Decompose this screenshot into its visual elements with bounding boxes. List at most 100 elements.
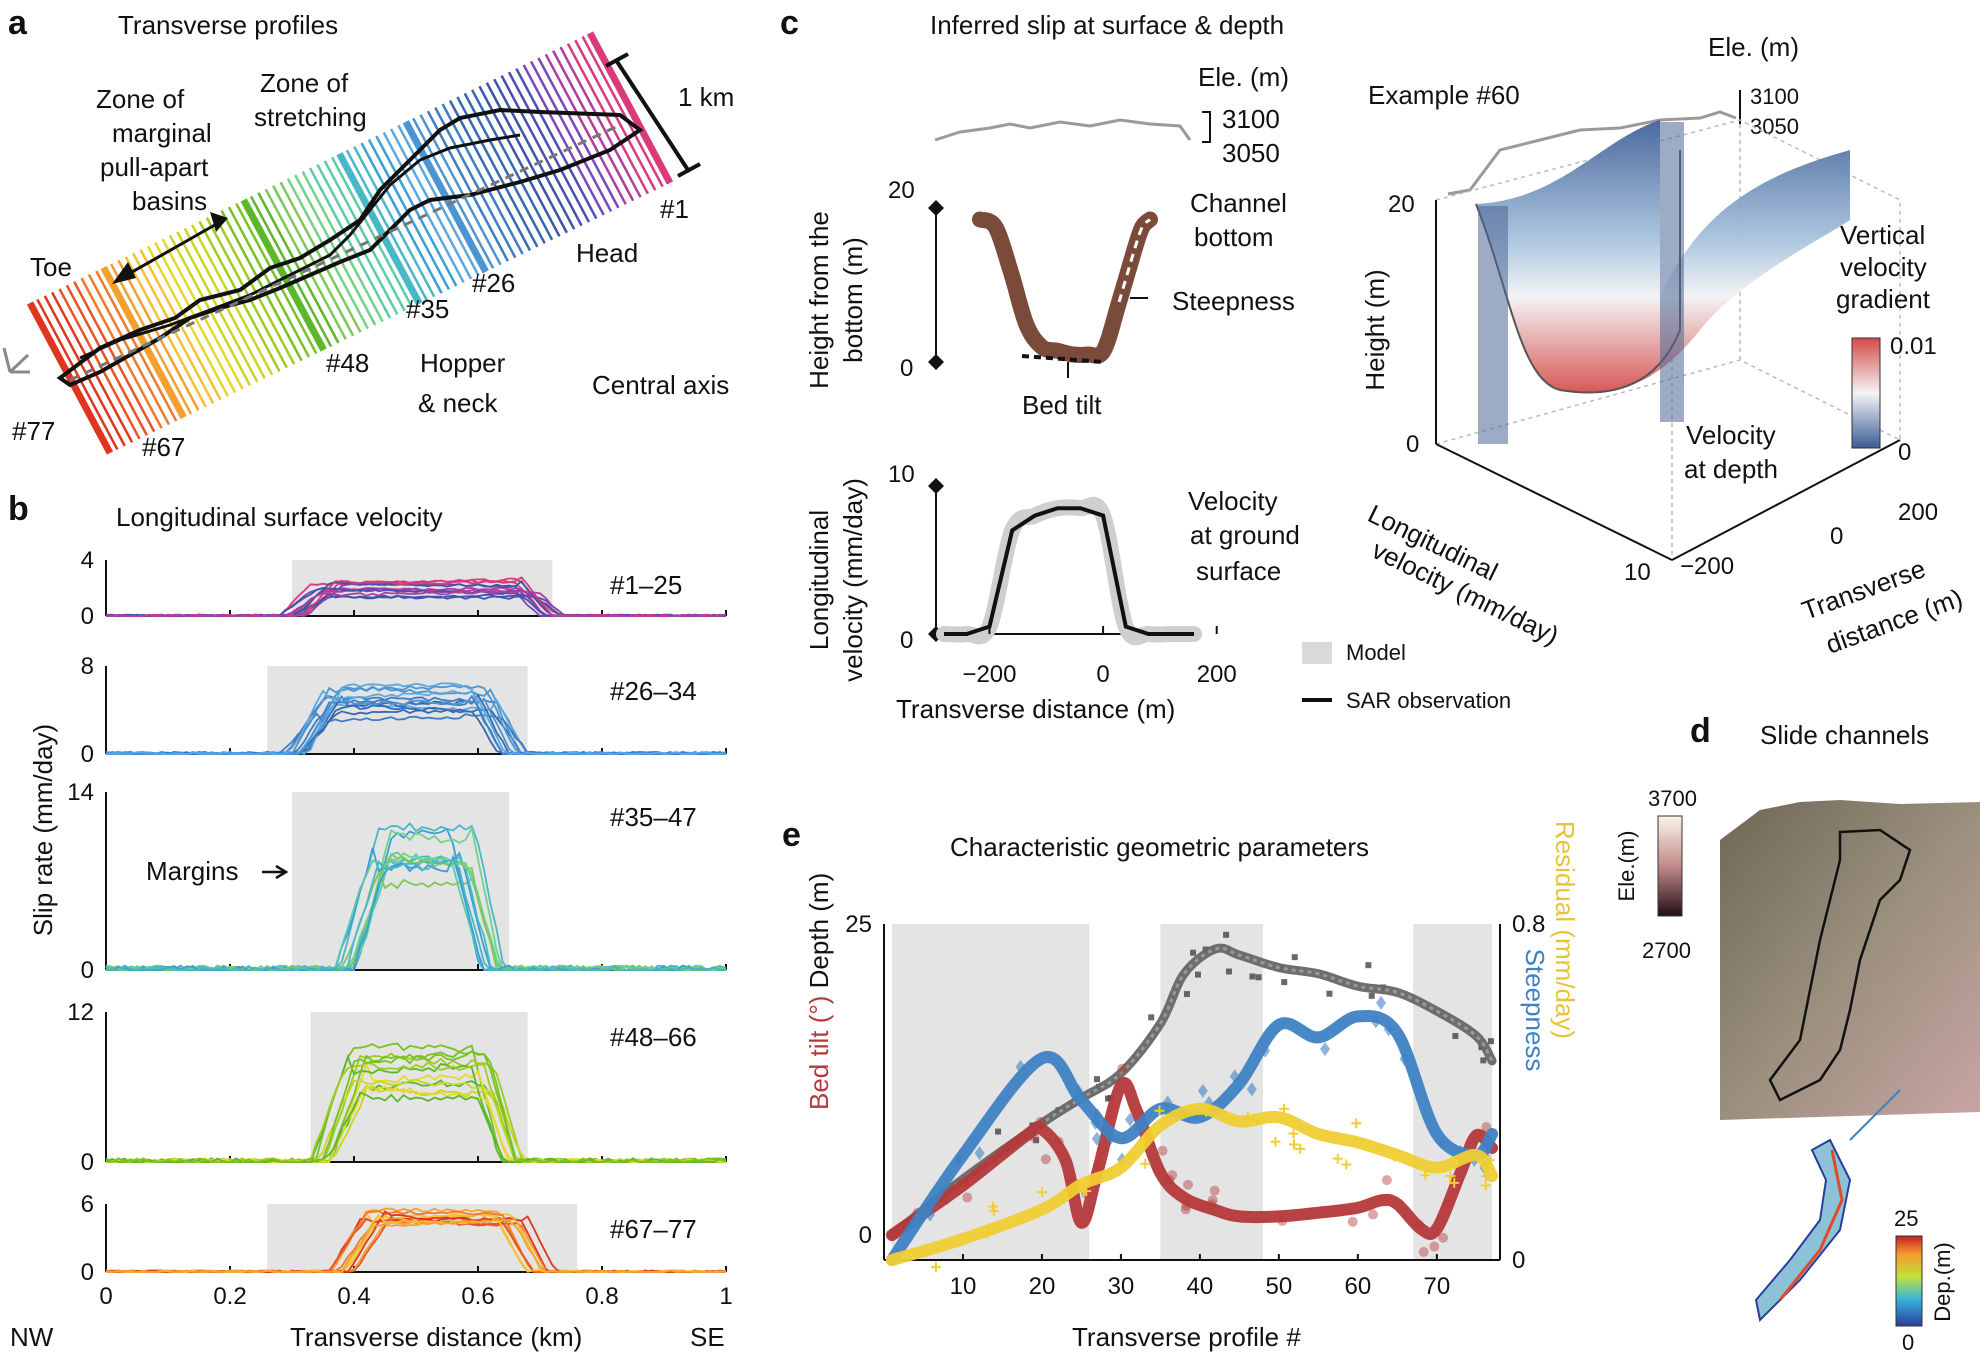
label-zone-marginal-4: basins (132, 186, 207, 216)
e-ylabel-steepness: Steepness (1520, 949, 1550, 1072)
depth-marker (1368, 992, 1375, 999)
central-axis-line (69, 123, 621, 382)
depth-marker (1148, 1014, 1155, 1021)
x-tick-label: 0.6 (461, 1283, 494, 1310)
depth-marker (1480, 1057, 1487, 1064)
profile-line (220, 210, 303, 362)
height3d-tick: 20 (1388, 191, 1415, 218)
cbar-title-1: Vertical (1840, 220, 1925, 250)
label-nw: NW (10, 1322, 54, 1352)
panel-b-xlabel: Transverse distance (km) (290, 1322, 582, 1352)
slip-surface (1476, 120, 1850, 393)
label-head: Head (576, 238, 638, 268)
label-zone-marginal-2: marginal (112, 118, 212, 148)
profile-line (264, 188, 347, 340)
profile-line (522, 64, 605, 216)
panel-label-d: d (1690, 712, 1711, 750)
profile-line (316, 163, 399, 316)
vel-tick: 0 (900, 627, 913, 654)
y-tick-label: 6 (81, 1191, 94, 1218)
y-tick-label: 0 (81, 1149, 94, 1176)
x-tick-label: 30 (1108, 1273, 1135, 1300)
label-central-axis: Central axis (592, 370, 729, 400)
x-tick-label: 20 (1029, 1273, 1056, 1300)
profile-line (117, 259, 200, 411)
velocity-model-curve (936, 496, 1202, 646)
vel-axis-top-diamond (928, 478, 944, 494)
ele-3050: 3050 (1222, 138, 1280, 168)
y-tick-label: 12 (67, 999, 94, 1026)
vel-depth-label-2: at depth (1684, 454, 1778, 484)
depth-map-ribbon (1754, 1138, 1852, 1323)
series-curve (885, 1077, 1499, 1242)
channel-outline-map (1768, 828, 1912, 1102)
depth-marker (1326, 990, 1333, 997)
cbar-title-3: gradient (1836, 284, 1931, 314)
profile-line (515, 67, 598, 220)
steepness-marker (1246, 1082, 1257, 1097)
elevation-profile (934, 118, 1192, 142)
label-zone-marginal-1: Zone of (96, 84, 185, 114)
panel-c-3d: Example #60 Ele. (m) 3100 3050 20 0 Heig… (1360, 32, 1966, 660)
residual-marker (1295, 1143, 1306, 1154)
scale-bar (614, 58, 690, 172)
y-tick-label: 8 (81, 653, 94, 680)
label-se: SE (690, 1322, 725, 1352)
residual-marker (1279, 1103, 1290, 1114)
ele-min: 2700 (1642, 938, 1691, 963)
e-xlabel: Transverse profile # (1072, 1322, 1301, 1352)
margins-arrow-icon (262, 864, 289, 880)
ele3d-profile (1447, 110, 1737, 196)
panel-e-plot: 25 0 0.8 0 10 20 30 40 50 60 70 (845, 911, 1545, 1300)
profile-line (566, 43, 649, 195)
bed-tilt-marker (962, 1192, 973, 1203)
depth-marker (1194, 971, 1201, 978)
bed-tilt-marker (1117, 1063, 1128, 1074)
bed-tilt-marker (1183, 1179, 1194, 1190)
panel-b: b Longitudinal surface velocity Slip rat… (8, 490, 733, 1352)
steepness-marker (1320, 1041, 1331, 1056)
subplot-group-label: #26–34 (610, 676, 697, 706)
velocity-sar-curve (944, 506, 1194, 636)
profile-line (58, 288, 141, 440)
scale-label: 1 km (678, 82, 734, 112)
residual-marker (1154, 1105, 1165, 1116)
profile-line (507, 71, 591, 223)
steepness-label: Steepness (1172, 286, 1295, 316)
profile-line (485, 82, 568, 234)
x-tick-label: 0.4 (337, 1283, 370, 1310)
profile-line (426, 110, 509, 262)
series-curve (885, 1009, 1499, 1266)
residual-marker (1341, 1159, 1352, 1170)
vel-axis-label-1: Longitudinal (804, 510, 834, 650)
cbar-title-2: velocity (1840, 252, 1927, 282)
velocity-profile-line (105, 689, 727, 755)
label-hopper-1: Hopper (420, 348, 506, 378)
bed-tilt-marker (1157, 1145, 1168, 1156)
ele-3100: 3100 (1222, 104, 1280, 134)
steepness-marker (1125, 1112, 1136, 1127)
velocity-subplot: 0 6 #67–77 (81, 1191, 727, 1286)
profile-line (434, 107, 517, 259)
vertical-slice-left (1478, 206, 1508, 444)
panel-e-title: Characteristic geometric parameters (950, 832, 1369, 862)
profile-line (581, 35, 664, 188)
profile-tag: #26 (472, 268, 515, 298)
e-ylabel-depth: Depth (m) (804, 873, 834, 996)
profile-line (375, 135, 458, 287)
profile-line (272, 185, 355, 337)
dep-max: 25 (1894, 1206, 1918, 1231)
profile-line (537, 57, 620, 209)
bed-tilt-marker (1347, 1216, 1358, 1227)
profile-line (257, 192, 340, 344)
velocity-profile-line (106, 1050, 727, 1164)
depth-marker (995, 1128, 1002, 1135)
depth-marker (1249, 973, 1256, 980)
residual-marker (930, 1262, 941, 1273)
e-ylabel-bedtilt: Bed tilt (°) (804, 996, 834, 1110)
profile-line (331, 156, 414, 308)
depth-marker (1183, 991, 1190, 998)
slide-inner-outline (79, 133, 521, 360)
depth-marker (1281, 979, 1288, 986)
residual-marker (1449, 1177, 1460, 1188)
